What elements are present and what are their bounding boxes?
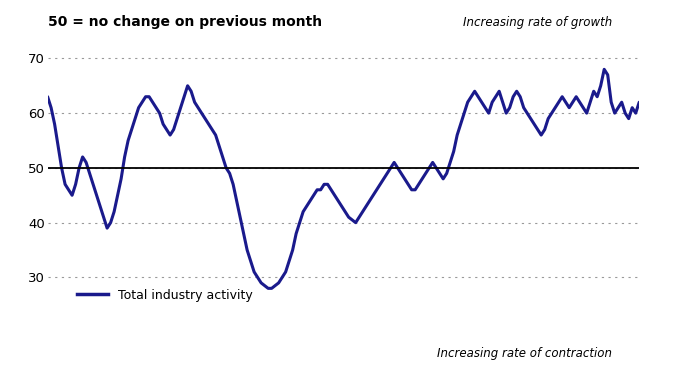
Text: Increasing rate of contraction: Increasing rate of contraction [437,347,612,360]
Legend: Total industry activity: Total industry activity [71,284,258,307]
Text: 50 = no change on previous month: 50 = no change on previous month [48,15,322,29]
Text: Increasing rate of growth: Increasing rate of growth [463,16,612,29]
